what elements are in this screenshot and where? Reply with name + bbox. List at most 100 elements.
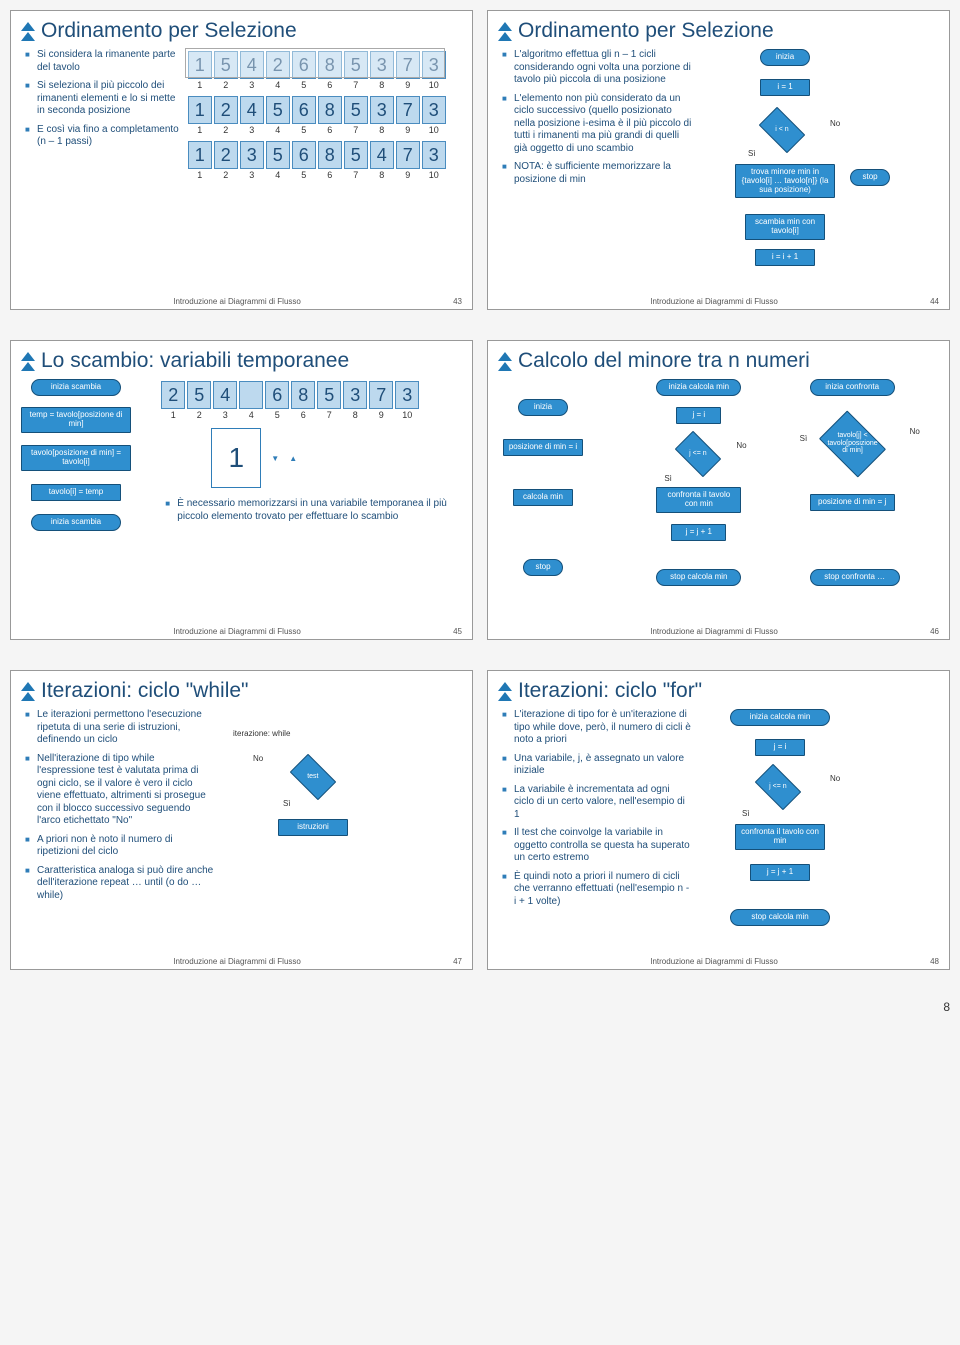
footer-text: Introduzione ai Diagrammi di Flusso [173, 297, 301, 306]
slide-row-2: Lo scambio: variabili temporanee inizia … [10, 340, 950, 640]
flow-start: inizia calcola min [730, 709, 830, 726]
arrays-diagram: 1 5 4 2 6 8 5 3 7 3 12345678910 [188, 49, 462, 186]
slide-47: Iterazioni: ciclo "while" Le iterazioni … [10, 670, 473, 970]
slide-title: Iterazioni: ciclo "for" [518, 679, 702, 703]
slide-number: 43 [453, 297, 462, 306]
bullet: NOTA: è sufficiente memorizzare la posiz… [502, 161, 692, 186]
flowchart-for: inizia calcola min j = i j <= n Sì No co… [700, 709, 939, 949]
flow-end: inizia scambia [31, 514, 121, 531]
bullet: La variabile è incrementata ad ogni cicl… [502, 784, 692, 822]
slide-43: Ordinamento per Selezione Si considera l… [10, 10, 473, 310]
flow-stop: stop calcola min [730, 909, 830, 926]
flow-node: confronta il tavolo con min [656, 487, 741, 513]
slide-46: Calcolo del minore tra n numeri inizia p… [487, 340, 950, 640]
flow-cond: j <= n [755, 764, 802, 811]
flow-node: scambia min con tavolo[i] [745, 214, 825, 240]
corner-icon [21, 352, 35, 371]
slide-number: 48 [930, 957, 939, 966]
temp-cell: 1 [211, 428, 261, 488]
flow-label: iterazione: while [233, 729, 290, 738]
slide-title: Lo scambio: variabili temporanee [41, 349, 349, 373]
slide-title: Iterazioni: ciclo "while" [41, 679, 249, 703]
bullet: E così via fino a completamento (n – 1 p… [25, 124, 180, 149]
flow-start: inizia [760, 49, 810, 66]
flow-cond: tavolo[j] < tavolo[posizione di min] [819, 410, 886, 477]
flow-start: inizia calcola min [656, 379, 741, 396]
flow-yes: Sì [664, 474, 672, 483]
flow-node: j = i [755, 739, 805, 756]
slide-number: 47 [453, 957, 462, 966]
flow-start: inizia scambia [31, 379, 121, 396]
bullet: Si considera la rimanente parte del tavo… [25, 49, 180, 74]
flow-start: inizia confronta [810, 379, 895, 396]
flow-yes: Sì [742, 809, 750, 818]
flow-node: j = i [676, 407, 721, 424]
flowchart-swap: inizia scambia temp = tavolo[posizione d… [21, 379, 153, 579]
bullet-list: Le iterazioni permettono l'esecuzione ri… [21, 709, 215, 902]
footer-text: Introduzione ai Diagrammi di Flusso [173, 957, 301, 966]
flow-stop: stop calcola min [656, 569, 741, 586]
flowchart-left: inizia posizione di min = i calcola min … [498, 379, 642, 609]
flow-no: No [830, 774, 840, 783]
slide-row-1: Ordinamento per Selezione Si considera l… [10, 10, 950, 310]
array-row: 1 2 4 5 6 8 5 3 7 3 [188, 96, 462, 124]
slide-title: Ordinamento per Selezione [518, 19, 774, 43]
flow-no: No [910, 427, 920, 436]
array-row: 2 5 4 6 8 5 3 7 3 [161, 381, 462, 409]
flow-cond: j <= n [675, 431, 722, 478]
arrow-icon [271, 453, 279, 464]
corner-icon [498, 22, 512, 41]
flowchart-while: iterazione: while test Sì No istruzioni [223, 709, 462, 929]
flow-yes: Sì [748, 149, 756, 158]
arrow-icon [289, 453, 297, 464]
flow-node: tavolo[posizione di min] = tavolo[i] [21, 445, 131, 471]
flow-node: posizione di min = j [810, 494, 895, 511]
flow-node: confronta il tavolo con min [735, 824, 825, 850]
bullet: Le iterazioni permettono l'esecuzione ri… [25, 709, 215, 747]
slide-44: Ordinamento per Selezione L'algoritmo ef… [487, 10, 950, 310]
flow-no: No [736, 441, 746, 450]
bullet: Caratteristica analoga si può dire anche… [25, 865, 215, 903]
flow-cond: i < n [759, 107, 806, 154]
bullet: L'algoritmo effettua gli n – 1 cicli con… [502, 49, 692, 87]
bullet-list: Si considera la rimanente parte del tavo… [21, 49, 180, 149]
bullet: L'iterazione di tipo for è un'iterazione… [502, 709, 692, 747]
bullet-list: L'algoritmo effettua gli n – 1 cicli con… [498, 49, 692, 186]
flow-node: i = i + 1 [755, 249, 815, 266]
corner-icon [498, 682, 512, 701]
slide-number: 44 [930, 297, 939, 306]
corner-icon [498, 352, 512, 371]
bullet: A priori non è noto il numero di ripetiz… [25, 834, 215, 859]
array-row: 1 5 4 2 6 8 5 3 7 3 [188, 51, 462, 79]
flow-node: j = j + 1 [750, 864, 810, 881]
flow-no: No [830, 119, 840, 128]
bullet: L'elemento non più considerato da un cic… [502, 93, 692, 156]
slide-number: 45 [453, 627, 462, 636]
slide-number: 46 [930, 627, 939, 636]
flow-stop: stop confronta … [810, 569, 900, 586]
flow-yes: Sì [800, 434, 808, 443]
flow-stop: stop [523, 559, 563, 576]
bullet: Nell'iterazione di tipo while l'espressi… [25, 753, 215, 828]
flow-stop: stop [850, 169, 890, 186]
footer-text: Introduzione ai Diagrammi di Flusso [173, 627, 301, 636]
flow-node: posizione di min = i [503, 439, 583, 456]
flow-node: istruzioni [278, 819, 348, 836]
bullet: Una variabile, j, è assegnato un valore … [502, 753, 692, 778]
flow-node: calcola min [513, 489, 573, 506]
flow-node: j = j + 1 [671, 524, 726, 541]
bullet: Il test che coinvolge la variabile in og… [502, 827, 692, 865]
footer-text: Introduzione ai Diagrammi di Flusso [650, 627, 778, 636]
footer-text: Introduzione ai Diagrammi di Flusso [650, 297, 778, 306]
footer-text: Introduzione ai Diagrammi di Flusso [650, 957, 778, 966]
flow-no: No [253, 754, 263, 763]
flowchart-right: inizia confronta tavolo[j] < tavolo[posi… [795, 379, 939, 609]
corner-icon [21, 22, 35, 41]
flowchart: inizia i = 1 i < n Sì No trova minore mi… [700, 49, 939, 289]
flow-cond: test [290, 754, 337, 801]
bullet: È quindi noto a priori il numero di cicl… [502, 871, 692, 909]
array-row: 1 2 3 5 6 8 5 4 7 3 [188, 141, 462, 169]
page-number: 8 [10, 1000, 950, 1014]
slide-title: Ordinamento per Selezione [41, 19, 297, 43]
flow-node: trova minore min in {tavolo[i] … tavolo[… [735, 164, 835, 198]
